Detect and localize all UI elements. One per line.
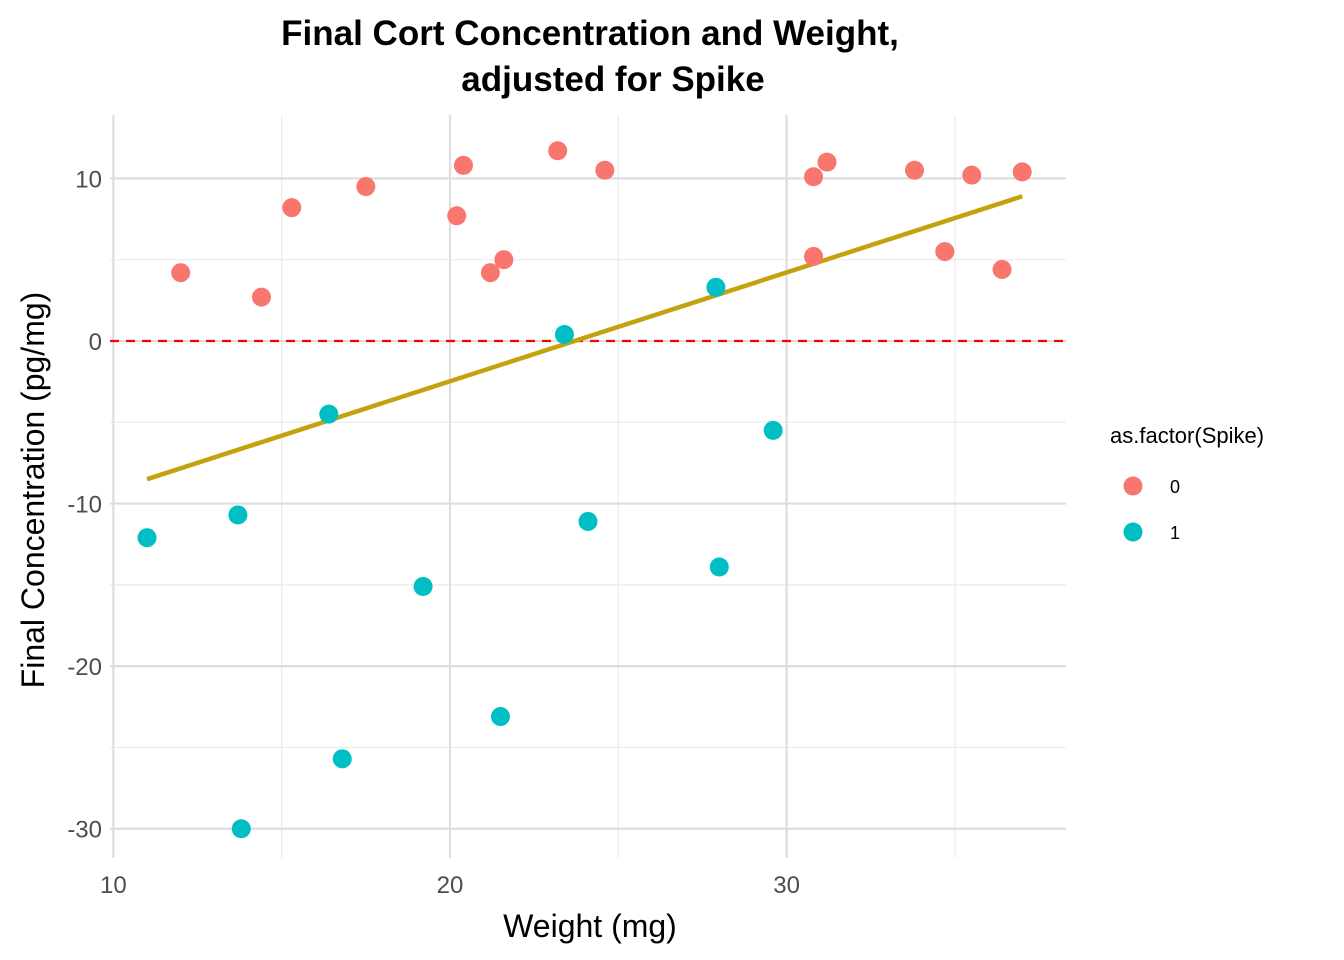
y-tick-label: -30 (67, 817, 102, 844)
data-point-spike-1 (413, 576, 433, 596)
y-tick-label: -10 (67, 492, 102, 519)
data-point-spike-0 (494, 250, 514, 270)
data-point-spike-1 (231, 819, 251, 839)
data-point-spike-0 (480, 263, 500, 283)
data-point-spike-0 (282, 198, 302, 218)
data-point-spike-0 (992, 259, 1012, 279)
data-point-spike-0 (1012, 162, 1032, 182)
legend-key-0 (1123, 476, 1143, 496)
data-point-spike-0 (548, 141, 568, 161)
chart-title-line-1: Final Cort Concentration and Weight, (281, 14, 899, 53)
data-point-spike-1 (228, 505, 248, 525)
y-tick-label: 10 (75, 166, 102, 193)
fit-line-group (146, 194, 1023, 482)
legend-label-0: 0 (1170, 477, 1180, 497)
chart-title-line-2: adjusted for Spike (461, 60, 764, 99)
x-axis-title: Weight (mg) (503, 908, 677, 944)
data-point-spike-0 (817, 152, 837, 172)
legend: as.factor(Spike) 0 1 (1110, 423, 1264, 543)
x-tick-label: 20 (437, 872, 464, 899)
data-point-spike-1 (578, 511, 598, 531)
y-axis-title: Final Concentration (pg/mg) (15, 292, 51, 689)
grid (110, 115, 1066, 858)
data-point-spike-0 (804, 246, 824, 266)
legend-key-1 (1123, 522, 1143, 542)
data-point-spike-0 (356, 177, 376, 197)
legend-label-1: 1 (1170, 523, 1180, 543)
data-point-spike-1 (137, 528, 157, 548)
data-point-spike-1 (706, 277, 726, 297)
data-point-spike-1 (554, 324, 574, 344)
data-point-spike-1 (763, 420, 783, 440)
regression-line (146, 194, 1023, 482)
data-point-spike-0 (804, 167, 824, 187)
data-point-spike-1 (332, 749, 352, 769)
data-point-spike-1 (319, 404, 339, 424)
data-point-spike-0 (251, 287, 271, 307)
data-points (137, 141, 1032, 839)
data-point-spike-0 (962, 165, 982, 185)
x-axis-ticks: 10 20 30 (100, 872, 800, 899)
data-point-spike-0 (171, 263, 191, 283)
y-tick-label: 0 (89, 329, 102, 356)
legend-title: as.factor(Spike) (1110, 423, 1264, 448)
x-tick-label: 10 (100, 872, 127, 899)
data-point-spike-0 (453, 155, 473, 175)
data-point-spike-1 (709, 557, 729, 577)
y-tick-label: -20 (67, 654, 102, 681)
x-tick-label: 30 (773, 872, 800, 899)
data-point-spike-0 (447, 206, 467, 226)
y-axis-ticks: 10 0 -10 -20 -30 (67, 166, 102, 843)
data-point-spike-0 (905, 160, 925, 180)
data-point-spike-1 (490, 707, 510, 727)
data-point-spike-0 (935, 242, 955, 262)
data-point-spike-0 (595, 160, 615, 180)
